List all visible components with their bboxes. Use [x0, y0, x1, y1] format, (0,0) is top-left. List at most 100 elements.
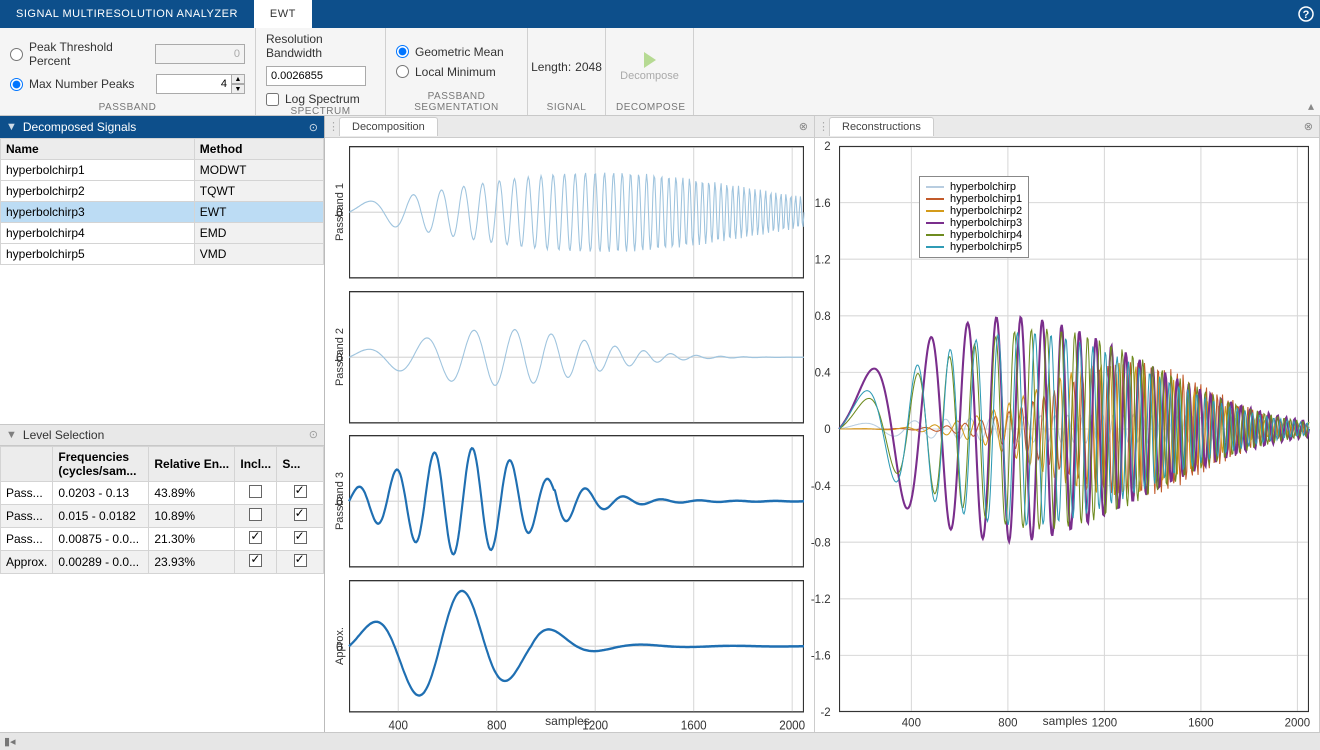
- legend-item[interactable]: hyperbolchirp5: [926, 241, 1022, 253]
- svg-text:800: 800: [487, 717, 506, 732]
- svg-text:2: 2: [824, 141, 830, 153]
- tab-decomposition[interactable]: Decomposition: [339, 117, 438, 136]
- svg-text:0: 0: [336, 350, 343, 365]
- show-checkbox[interactable]: [294, 554, 307, 567]
- geometric-mean-label: Geometric Mean: [415, 45, 504, 59]
- table-row[interactable]: Pass...0.0203 - 0.1343.89%: [1, 481, 324, 504]
- col-show[interactable]: S...: [277, 446, 324, 481]
- svg-text:-0.8: -0.8: [811, 537, 831, 549]
- chevron-down-icon[interactable]: ▼: [6, 429, 17, 441]
- local-min-label: Local Minimum: [415, 65, 496, 79]
- col-frequencies[interactable]: Frequencies (cycles/sam...: [53, 446, 149, 481]
- resolution-label: Resolution Bandwidth: [266, 32, 375, 60]
- svg-text:-0.4: -0.4: [811, 481, 831, 493]
- show-checkbox[interactable]: [294, 485, 307, 498]
- svg-text:1.2: 1.2: [815, 254, 831, 266]
- svg-text:400: 400: [389, 717, 408, 732]
- svg-text:-2: -2: [820, 707, 830, 719]
- toolgroup-decompose-footer: DECOMPOSE: [616, 102, 683, 115]
- svg-text:2000: 2000: [1285, 718, 1311, 730]
- tab-reconstructions[interactable]: Reconstructions: [829, 117, 934, 136]
- peak-threshold-radio[interactable]: [10, 48, 23, 61]
- chevron-down-icon[interactable]: ▼: [6, 121, 17, 133]
- decomposed-signals-header: ▼ Decomposed Signals ⊙: [0, 116, 324, 138]
- col-energy[interactable]: Relative En...: [149, 446, 235, 481]
- svg-text:-1.6: -1.6: [811, 651, 831, 663]
- include-checkbox[interactable]: [249, 554, 262, 567]
- help-icon[interactable]: ?: [1292, 0, 1320, 28]
- legend-item[interactable]: hyperbolchirp4: [926, 229, 1022, 241]
- max-peaks-spin-up[interactable]: ▲: [231, 74, 245, 84]
- svg-text:1200: 1200: [1092, 718, 1118, 730]
- panel-menu-icon[interactable]: ⊙: [309, 121, 318, 134]
- decompose-button-label: Decompose: [620, 70, 679, 82]
- level-selection-header: ▼ Level Selection ⊙: [0, 424, 324, 446]
- svg-text:0: 0: [336, 205, 343, 220]
- tab-ewt[interactable]: EWT: [254, 0, 312, 28]
- tab-main[interactable]: SIGNAL MULTIRESOLUTION ANALYZER: [0, 0, 254, 28]
- max-peaks-radio[interactable]: [10, 78, 23, 91]
- svg-text:1600: 1600: [681, 717, 707, 732]
- resolution-input[interactable]: [266, 66, 366, 86]
- legend-item[interactable]: hyperbolchirp: [926, 181, 1022, 193]
- col-method[interactable]: Method: [194, 139, 323, 160]
- table-row[interactable]: Pass...0.00875 - 0.0...21.30%: [1, 527, 324, 550]
- toolgroup-spectrum: Resolution Bandwidth Log Spectrum SPECTR…: [256, 28, 386, 115]
- peak-threshold-label: Peak Threshold Percent: [29, 40, 149, 68]
- decompose-button[interactable]: Decompose: [614, 48, 685, 86]
- table-row[interactable]: hyperbolchirp4EMD: [1, 223, 324, 244]
- toolstrip-collapse-icon[interactable]: ▴: [1308, 99, 1314, 113]
- table-row[interactable]: hyperbolchirp3EWT: [1, 202, 324, 223]
- svg-text:?: ?: [1303, 9, 1310, 21]
- svg-text:0: 0: [336, 494, 343, 509]
- table-row[interactable]: hyperbolchirp2TQWT: [1, 181, 324, 202]
- toolgroup-segmentation-footer: PASSBAND SEGMENTATION: [396, 91, 517, 115]
- subplot: Passband 20: [331, 291, 804, 424]
- reconstructions-pane: ⋮⋮ Reconstructions ⊗ -2-1.6-1.2-0.8-0.40…: [815, 116, 1320, 732]
- geometric-mean-radio[interactable]: [396, 45, 409, 58]
- legend[interactable]: hyperbolchirphyperbolchirp1hyperbolchirp…: [919, 176, 1029, 258]
- toolgroup-segmentation: Geometric Mean Local Minimum PASSBAND SE…: [386, 28, 528, 115]
- recon-xlabel: samples: [821, 712, 1309, 728]
- col-include[interactable]: Incl...: [235, 446, 277, 481]
- svg-text:0.4: 0.4: [815, 368, 832, 380]
- legend-item[interactable]: hyperbolchirp3: [926, 217, 1022, 229]
- log-spectrum-label: Log Spectrum: [285, 92, 360, 106]
- toolgroup-passband-footer: PASSBAND: [10, 102, 245, 115]
- table-row[interactable]: hyperbolchirp1MODWT: [1, 160, 324, 181]
- col-name[interactable]: Name: [1, 139, 195, 160]
- peak-threshold-input: [155, 44, 245, 64]
- toolstrip: Peak Threshold Percent Max Number Peaks …: [0, 28, 1320, 116]
- close-icon[interactable]: ⊗: [793, 120, 814, 133]
- log-spectrum-checkbox[interactable]: [266, 93, 279, 106]
- subplot: Approx.0400800120016002000: [331, 580, 804, 713]
- level-selection-title: Level Selection: [23, 428, 104, 442]
- drag-handle-icon[interactable]: ⋮⋮: [325, 120, 335, 133]
- table-row[interactable]: Pass...0.015 - 0.018210.89%: [1, 504, 324, 527]
- include-checkbox[interactable]: [249, 508, 262, 521]
- panel-menu-icon[interactable]: ⊙: [309, 428, 318, 441]
- max-peaks-spin-down[interactable]: ▼: [231, 84, 245, 94]
- toolgroup-signal-footer: SIGNAL: [538, 102, 595, 115]
- level-selection-table: Frequencies (cycles/sam... Relative En..…: [0, 446, 324, 574]
- close-icon[interactable]: ⊗: [1298, 120, 1319, 133]
- svg-text:800: 800: [998, 718, 1017, 730]
- svg-text:0: 0: [336, 639, 343, 654]
- toolgroup-spectrum-footer: SPECTRUM: [266, 106, 375, 119]
- table-row[interactable]: hyperbolchirp5VMD: [1, 244, 324, 265]
- rewind-icon[interactable]: ▮◂: [4, 735, 16, 748]
- legend-item[interactable]: hyperbolchirp1: [926, 193, 1022, 205]
- show-checkbox[interactable]: [294, 531, 307, 544]
- include-checkbox[interactable]: [249, 485, 262, 498]
- play-icon: [644, 52, 656, 68]
- table-row[interactable]: Approx.0.00289 - 0.0...23.93%: [1, 550, 324, 573]
- decomposition-pane: ⋮⋮ Decomposition ⊗ Passband 10Passband 2…: [325, 116, 815, 732]
- max-peaks-input[interactable]: [156, 74, 232, 94]
- drag-handle-icon[interactable]: ⋮⋮: [815, 120, 825, 133]
- decomposed-signals-title: Decomposed Signals: [23, 120, 136, 134]
- toolgroup-decompose: Decompose DECOMPOSE: [606, 28, 694, 115]
- show-checkbox[interactable]: [294, 508, 307, 521]
- include-checkbox[interactable]: [249, 531, 262, 544]
- local-min-radio[interactable]: [396, 65, 409, 78]
- legend-item[interactable]: hyperbolchirp2: [926, 205, 1022, 217]
